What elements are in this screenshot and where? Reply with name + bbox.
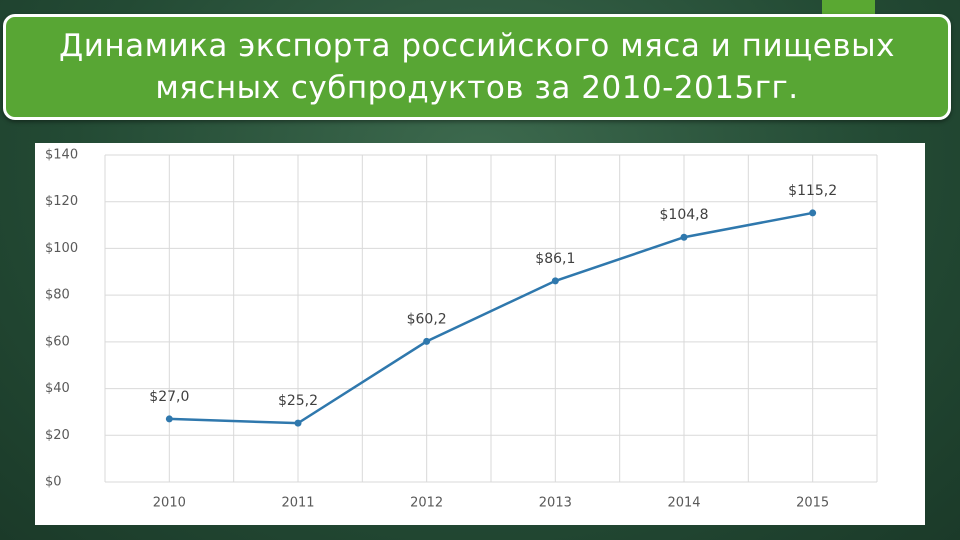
data-label: $86,1 — [535, 251, 575, 267]
y-tick-label: $120 — [45, 194, 78, 209]
x-tick-label: 2015 — [796, 496, 829, 511]
point — [680, 233, 688, 241]
chart-title: Динамика экспорта российского мяса и пищ… — [59, 28, 895, 106]
x-tick-label: 2012 — [410, 496, 443, 511]
y-tick-label: $80 — [45, 288, 70, 303]
y-tick-label: $140 — [45, 148, 78, 163]
point — [165, 415, 173, 423]
title-box: Динамика экспорта российского мяса и пищ… — [3, 14, 951, 120]
data-label: $27,0 — [149, 389, 189, 405]
point — [551, 277, 559, 285]
y-tick-label: $60 — [45, 334, 70, 349]
point — [423, 337, 431, 345]
data-label: $104,8 — [660, 207, 709, 223]
x-tick-label: 2010 — [153, 496, 186, 511]
chart: $0 $20 $40 $60 $80 $100 $120 $140 $27,0 $25,2 $60,… — [45, 148, 878, 511]
point — [294, 419, 302, 427]
y-tick-label: $0 — [45, 475, 62, 490]
y-tick-label: $20 — [45, 428, 70, 443]
data-label: $60,2 — [407, 311, 447, 327]
chart-panel: $0 $20 $40 $60 $80 $100 $120 $140 $27,0 $25,2 $60,… — [35, 143, 925, 525]
data-label: $115,2 — [788, 183, 837, 199]
line — [169, 211, 813, 425]
x-tick-label: 2014 — [667, 496, 700, 511]
data-label: $25,2 — [278, 393, 318, 409]
point — [809, 209, 817, 217]
x-tick-label: 2013 — [539, 496, 572, 511]
x-tick-label: 2011 — [281, 496, 314, 511]
y-tick-label: $100 — [45, 241, 78, 256]
y-tick-label: $40 — [45, 381, 70, 396]
decor-tab — [822, 0, 875, 14]
